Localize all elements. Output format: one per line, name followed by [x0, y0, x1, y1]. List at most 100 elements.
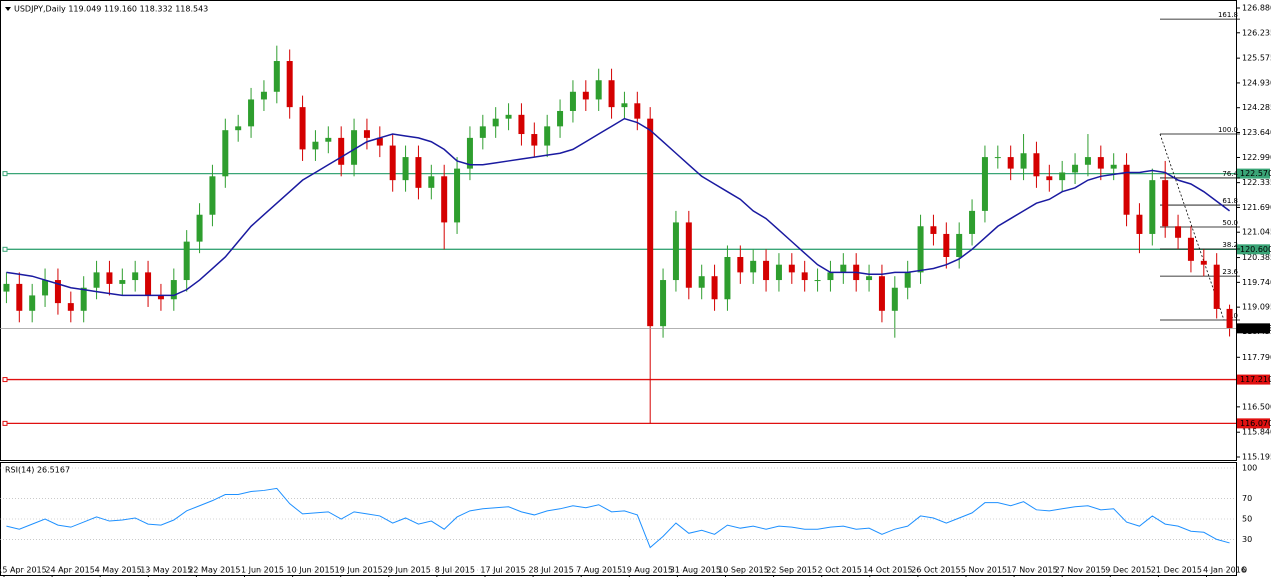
moving-average	[6, 117, 1231, 297]
y-tick-label: 124.285	[1242, 103, 1271, 112]
candle-body	[608, 80, 615, 108]
candle-body	[454, 168, 461, 223]
fib-label: 161.8	[1218, 11, 1238, 19]
rsi-tick-label: 30	[1242, 535, 1252, 544]
candle-body	[981, 157, 988, 211]
x-tick-label: 19 Aug 2015	[622, 566, 673, 575]
y-tick-label: 126.235	[1242, 28, 1271, 37]
rsi-tick-label: 50	[1242, 515, 1252, 524]
candle-body	[376, 137, 383, 146]
candle-body	[531, 134, 538, 146]
x-tick-label: 28 Jul 2015	[528, 566, 573, 575]
menu-arrow	[5, 7, 11, 11]
candle-body	[1123, 164, 1130, 215]
level-label: 120.600	[1240, 245, 1271, 254]
candle-body	[363, 130, 370, 138]
candle-body	[994, 157, 1001, 159]
x-tick-label: 31 Aug 2015	[670, 566, 721, 575]
y-tick-label: 120.385	[1242, 253, 1271, 262]
y-tick-label: 122.335	[1242, 178, 1271, 187]
candle-body	[698, 276, 705, 288]
candle-body	[685, 222, 692, 288]
candle-body	[775, 264, 782, 281]
level-box	[1237, 418, 1270, 429]
level-label: 116.070	[1240, 419, 1271, 428]
level-box	[1237, 374, 1270, 385]
y-tick-label: 123.640	[1242, 128, 1271, 137]
x-tick-label: 24 Apr 2015	[45, 566, 94, 575]
x-tick-label: 10 Sep 2015	[718, 566, 769, 575]
candle-body	[969, 210, 976, 234]
candle-body	[119, 280, 126, 284]
level-label: 117.210	[1240, 375, 1271, 384]
y-tick-label: 124.930	[1242, 78, 1271, 87]
candle-body	[1046, 176, 1053, 181]
candle-body	[29, 295, 36, 311]
candle-body	[466, 137, 473, 169]
rsi-tick-label: 100	[1242, 464, 1257, 473]
x-tick-label: 17 Jul 2015	[480, 566, 525, 575]
x-tick-label: 14 Oct 2015	[863, 566, 912, 575]
fib-label: 50.0	[1222, 219, 1238, 227]
candle-body	[544, 126, 551, 146]
candle-body	[260, 91, 267, 100]
candle-body	[724, 256, 731, 300]
x-tick-label: 13 May 2015	[140, 566, 192, 575]
y-tick-label: 125.575	[1242, 54, 1271, 63]
x-tick-label: 26 Oct 2015	[911, 566, 960, 575]
fib-label: 76.4	[1222, 170, 1238, 178]
fib-label: 61.8	[1222, 197, 1238, 205]
y-tick-label: 122.990	[1242, 153, 1271, 162]
y-tick-label: 116.500	[1242, 402, 1271, 411]
candle-body	[106, 272, 113, 284]
candle-body	[1175, 226, 1182, 238]
current-price-label: 118.543	[1240, 324, 1271, 333]
candle-body	[1059, 172, 1066, 181]
candle-body	[338, 137, 345, 165]
fib-label: 23.6	[1222, 268, 1238, 276]
chart-title: USDJPY,Daily 119.049 119.160 118.332 118…	[14, 5, 208, 14]
candle-body	[299, 107, 306, 150]
candle-body	[1200, 260, 1207, 265]
candle-body	[286, 61, 293, 108]
candle-body	[1187, 237, 1194, 261]
candle-body	[42, 280, 49, 296]
fib-label: 100.0	[1218, 126, 1238, 134]
y-tick-label: 115.840	[1242, 428, 1271, 437]
level-box	[1237, 168, 1270, 179]
level-label: 122.570	[1240, 169, 1271, 178]
candle-body	[801, 272, 808, 281]
candle-body	[763, 260, 770, 281]
candle-body	[16, 283, 23, 311]
y-tick-label: 121.045	[1242, 228, 1271, 237]
x-tick-label: 29 Jun 2015	[383, 566, 431, 575]
fib-trend	[1159, 133, 1225, 321]
candle-body	[711, 276, 718, 300]
candle-body	[1007, 157, 1014, 169]
candle-body	[1033, 153, 1040, 177]
candle-body	[866, 276, 873, 281]
x-tick-label: 15 Apr 2015	[0, 566, 47, 575]
candle-body	[621, 103, 628, 108]
level-marker	[2, 246, 8, 252]
x-tick-label: 2 Oct 2015	[818, 566, 862, 575]
candle-body	[518, 114, 525, 135]
candle-body	[1110, 164, 1117, 169]
candle-body	[351, 130, 358, 165]
candle-body	[943, 233, 950, 257]
candle-body	[196, 214, 203, 242]
candle-body	[1226, 308, 1233, 329]
candle-body	[441, 176, 448, 223]
candle-body	[917, 226, 924, 273]
candle-body	[312, 141, 319, 150]
candle-body	[840, 264, 847, 273]
rsi-title: RSI(14) 26.5167	[5, 466, 70, 475]
candle-body	[325, 137, 332, 142]
candle-body	[183, 241, 190, 281]
candle-body	[737, 256, 744, 273]
candle-body	[557, 110, 564, 127]
rsi-line	[6, 487, 1230, 549]
candle-body	[3, 283, 10, 292]
candle-body	[54, 280, 61, 304]
